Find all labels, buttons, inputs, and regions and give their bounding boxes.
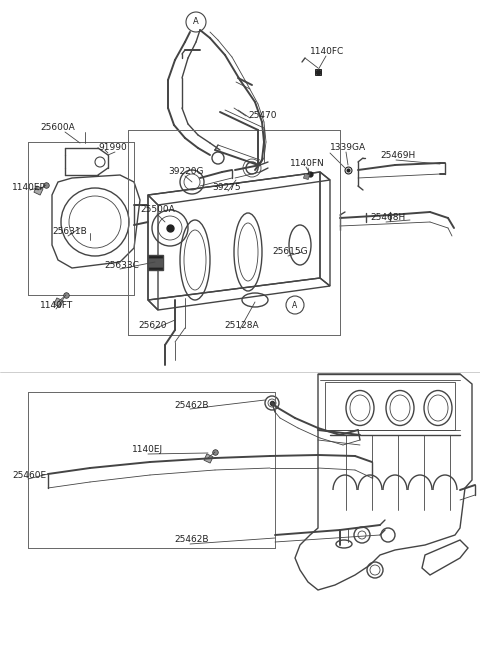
Text: 1140EJ: 1140EJ (132, 445, 163, 455)
Text: 25633C: 25633C (104, 261, 139, 269)
Text: 25615G: 25615G (272, 248, 308, 257)
Text: 25620: 25620 (138, 320, 167, 329)
Text: 25470: 25470 (248, 111, 276, 119)
Text: 91990: 91990 (98, 143, 127, 153)
Text: 25631B: 25631B (52, 227, 87, 236)
Text: 25600A: 25600A (40, 124, 75, 132)
Text: 39275: 39275 (212, 183, 240, 191)
Text: 39220G: 39220G (168, 168, 204, 176)
Text: 1140FT: 1140FT (40, 301, 73, 310)
Bar (148, 258, 163, 267)
Text: 25468H: 25468H (370, 214, 405, 223)
Text: 25462B: 25462B (174, 400, 208, 409)
Text: 1140FN: 1140FN (290, 159, 325, 168)
Text: 25460E: 25460E (12, 470, 46, 479)
Text: 25469H: 25469H (380, 151, 415, 160)
Text: A: A (193, 18, 199, 26)
Text: 25462B: 25462B (174, 536, 208, 544)
Text: 1140FC: 1140FC (310, 48, 344, 56)
Text: 25500A: 25500A (140, 206, 175, 214)
Text: A: A (292, 301, 298, 310)
Bar (148, 255, 163, 270)
Text: 25128A: 25128A (224, 320, 259, 329)
Text: 1339GA: 1339GA (330, 143, 366, 153)
Text: 1140EP: 1140EP (12, 183, 46, 193)
